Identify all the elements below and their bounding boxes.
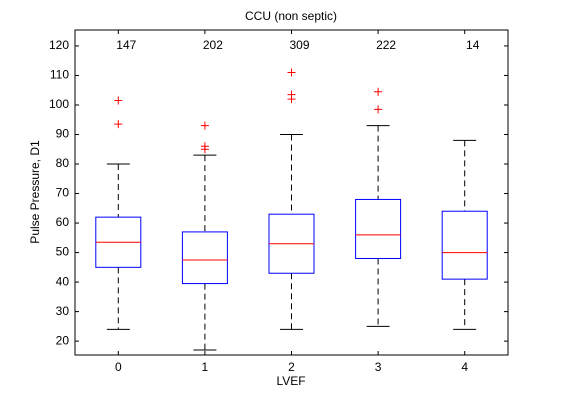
outlier <box>200 142 209 151</box>
x-tick-label: 2 <box>288 360 295 374</box>
box <box>355 198 402 259</box>
count-label: 147 <box>116 38 136 52</box>
outlier <box>374 105 383 114</box>
x-tick-label: 0 <box>115 360 122 374</box>
y-axis-label: Pulse Pressure, D1 <box>28 140 42 244</box>
x-tick-label: 1 <box>202 360 209 374</box>
count-label: 202 <box>203 38 223 52</box>
count-label: 14 <box>466 38 480 52</box>
y-tick-label: 100 <box>49 97 69 111</box>
y-tick-label: 110 <box>50 68 69 82</box>
y-tick-label: 120 <box>49 38 69 52</box>
chart-title: CCU (non septic) <box>245 9 337 23</box>
outlier <box>287 90 296 99</box>
y-tick-label: 50 <box>56 245 70 259</box>
y-tick-label: 90 <box>56 127 70 141</box>
y-tick-label: 30 <box>56 304 70 318</box>
outlier <box>200 121 209 130</box>
outlier <box>287 68 296 77</box>
outlier <box>114 96 123 105</box>
box <box>441 210 488 280</box>
y-tick-label: 40 <box>56 274 70 288</box>
count-label: 309 <box>289 38 309 52</box>
outlier <box>114 120 123 129</box>
x-tick-label: 3 <box>375 360 382 374</box>
y-tick-label: 80 <box>56 156 70 170</box>
y-tick-label: 60 <box>56 215 70 229</box>
outlier <box>374 87 383 96</box>
y-tick-label: 20 <box>56 333 70 347</box>
box <box>181 231 228 285</box>
x-axis-label: LVEF <box>276 374 305 388</box>
count-label: 222 <box>376 38 396 52</box>
y-tick-label: 70 <box>56 186 70 200</box>
x-tick-label: 4 <box>461 360 468 374</box>
